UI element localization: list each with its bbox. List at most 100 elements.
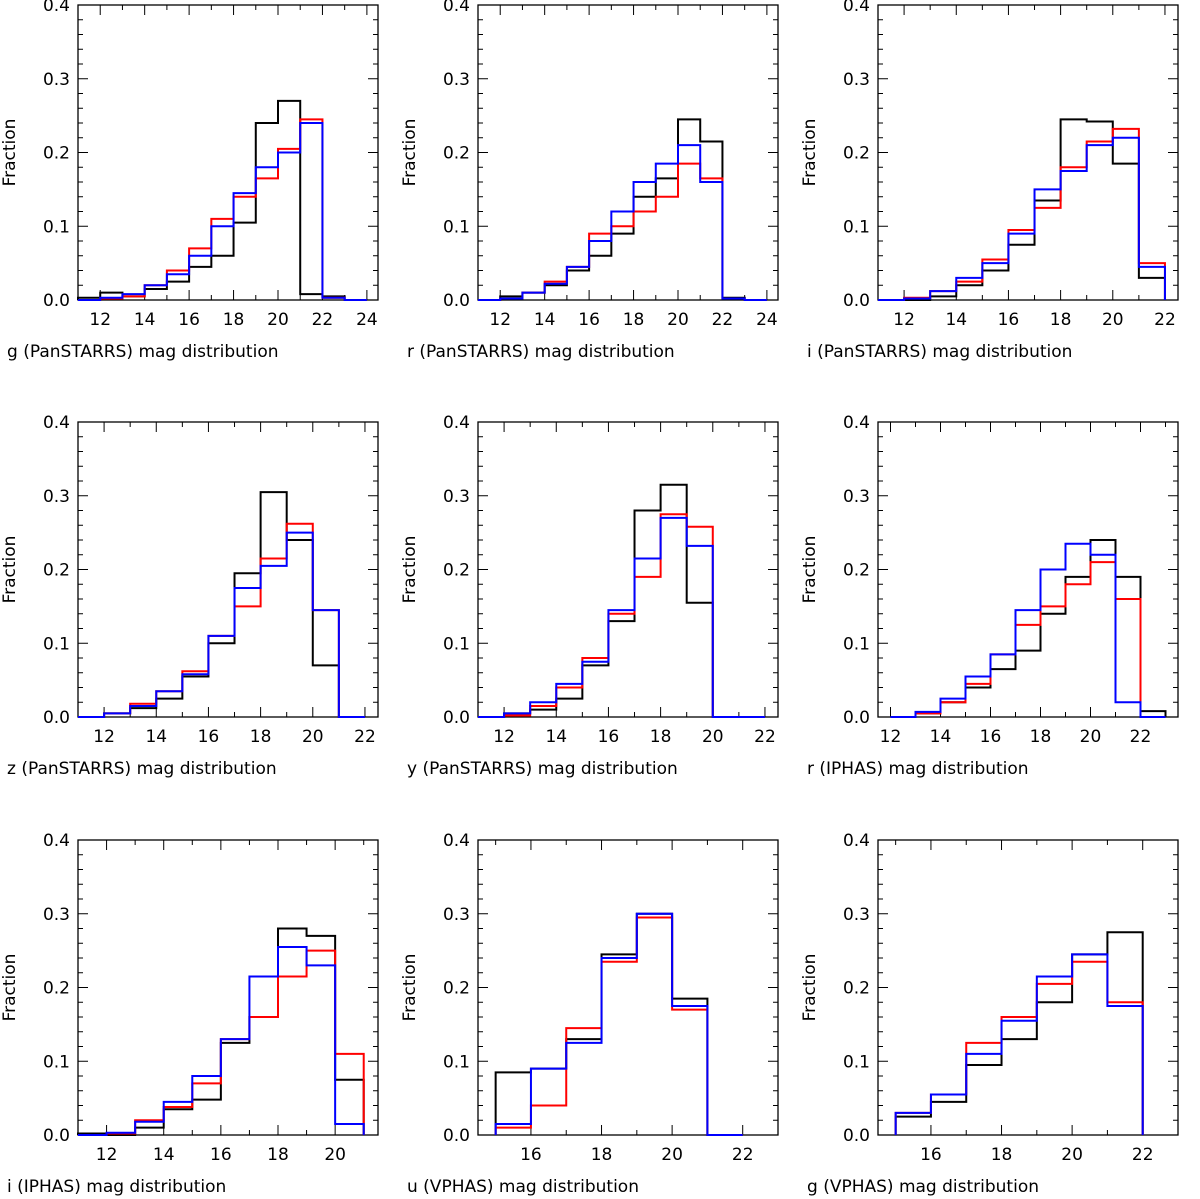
chart-panel-6: 0.0 0.1 0.2 0.3 0.4 12 14 16 18 20 22 r (IPHAS) mag… [800,413,1179,779]
x-tick-label: 12 [96,1145,118,1165]
x-tick-label: 16 [178,310,200,330]
y-tick-label: 0.3 [843,487,870,507]
y-tick-label: 0.3 [843,70,870,90]
y-tick-label: 0.3 [843,905,870,925]
x-tick-label: 22 [1130,727,1152,747]
y-axis-title: Fraction [800,954,820,1022]
x-axis-title: z (PanSTARRS) mag distribution [7,759,277,779]
x-tick-label: 22 [732,1145,754,1165]
y-tick-label: 0.0 [443,708,470,728]
x-tick-label: 20 [267,310,289,330]
x-tick-label: 14 [153,1145,175,1165]
chart-panel-7: 0.0 0.1 0.2 0.3 0.4 12 14 16 18 20 i (IPHAS) mag d… [0,831,379,1197]
y-tick-label: 0.0 [443,1126,470,1146]
x-axis-title: y (PanSTARRS) mag distribution [407,759,678,779]
y-tick-label: 0.1 [43,1052,70,1072]
x-tick-label: 16 [198,727,220,747]
y-tick-label: 0.1 [843,1052,870,1072]
y-tick-label: 0.0 [43,708,70,728]
y-tick-label: 0.1 [43,634,70,654]
x-tick-label: 14 [945,310,967,330]
x-tick-label: 14 [545,727,567,747]
y-axis-title: Fraction [0,954,20,1022]
y-tick-label: 0.2 [43,144,70,164]
series-red-histogram [78,522,365,718]
y-tick-label: 0.3 [443,70,470,90]
series-black-histogram [77,99,367,301]
y-tick-label: 0.0 [843,708,870,728]
chart-panel-5: 0.0 0.1 0.2 0.3 0.4 12 14 16 18 20 22 y (PanSTARRS)… [400,413,779,779]
x-tick-label: 22 [354,727,376,747]
x-tick-label: 14 [534,310,556,330]
x-tick-label: 18 [623,310,645,330]
y-tick-label: 0.3 [443,487,470,507]
chart-panel-8: 0.0 0.1 0.2 0.3 0.4 16 18 20 22 u (VPHAS) mag dis… [400,831,779,1197]
series-black-histogram [77,927,365,1136]
plot-frame [877,421,1179,718]
y-tick-label: 0.3 [43,905,70,925]
y-tick-label: 0.4 [443,0,470,16]
y-tick-label: 0.4 [43,413,70,433]
x-tick-label: 20 [302,727,324,747]
series-blue-histogram [894,953,1144,1135]
plot-frame [77,839,379,1136]
plot-frame [477,839,779,1136]
x-tick-label: 16 [980,727,1002,747]
y-tick-label: 0.0 [43,1126,70,1146]
x-tick-label: 12 [89,310,111,330]
y-tick-label: 0.4 [43,831,70,851]
y-tick-label: 0.3 [443,905,470,925]
x-axis-title: i (IPHAS) mag distribution [7,1177,226,1197]
x-tick-label: 18 [223,310,245,330]
series-red-histogram [78,118,367,301]
series-black-histogram [78,491,365,718]
y-axis-title: Fraction [400,119,420,187]
x-tick-label: 24 [356,310,378,330]
series-blue-histogram [78,531,365,718]
x-tick-label: 18 [250,727,272,747]
x-tick-label: 12 [493,727,515,747]
chart-panel-3: 0.0 0.1 0.2 0.3 0.4 12 14 16 18 20 22 i (PanSTARRS)… [800,0,1179,362]
x-tick-label: 18 [267,1145,289,1165]
x-tick-label: 14 [145,727,167,747]
x-axis-title: g (VPHAS) mag distribution [807,1177,1039,1197]
x-tick-label: 12 [489,310,511,330]
y-tick-label: 0.2 [443,561,470,581]
y-tick-label: 0.1 [43,217,70,237]
y-tick-label: 0.1 [443,217,470,237]
y-tick-label: 0.3 [43,487,70,507]
x-tick-label: 20 [1080,727,1102,747]
x-tick-label: 22 [712,310,734,330]
x-tick-label: 24 [756,310,778,330]
x-tick-label: 16 [578,310,600,330]
y-axis-title: Fraction [400,954,420,1022]
x-tick-label: 18 [591,1145,613,1165]
plot-frame [477,4,779,301]
y-axis-title: Fraction [0,536,20,604]
y-tick-label: 0.4 [843,0,870,16]
y-tick-label: 0.4 [843,831,870,851]
series-blue-histogram [78,945,365,1136]
series-blue-histogram [878,136,1166,301]
x-tick-label: 20 [661,1145,683,1165]
y-tick-label: 0.0 [843,291,870,311]
x-tick-label: 12 [93,727,115,747]
y-tick-label: 0.0 [43,291,70,311]
x-tick-label: 16 [598,727,620,747]
y-tick-label: 0.2 [43,561,70,581]
y-axis-title: Fraction [800,536,820,604]
chart-panel-9: 0.0 0.1 0.2 0.3 0.4 16 18 20 22 g (VPHAS) mag dis… [800,831,1179,1197]
x-tick-label: 20 [667,310,689,330]
series-black-histogram [478,118,767,301]
y-axis-title: Fraction [0,119,20,187]
series-red-histogram [478,513,765,718]
series-blue-histogram [78,122,367,301]
plot-frame [877,4,1179,301]
x-tick-label: 18 [1050,310,1072,330]
y-tick-label: 0.1 [443,1052,470,1072]
x-axis-title: i (PanSTARRS) mag distribution [807,342,1072,362]
y-tick-label: 0.0 [443,291,470,311]
chart-panel-2: 0.0 0.1 0.2 0.3 0.4 12 14 16 18 20 22 24 r (PanSTARR… [400,0,779,362]
series-blue-histogram [494,912,743,1136]
